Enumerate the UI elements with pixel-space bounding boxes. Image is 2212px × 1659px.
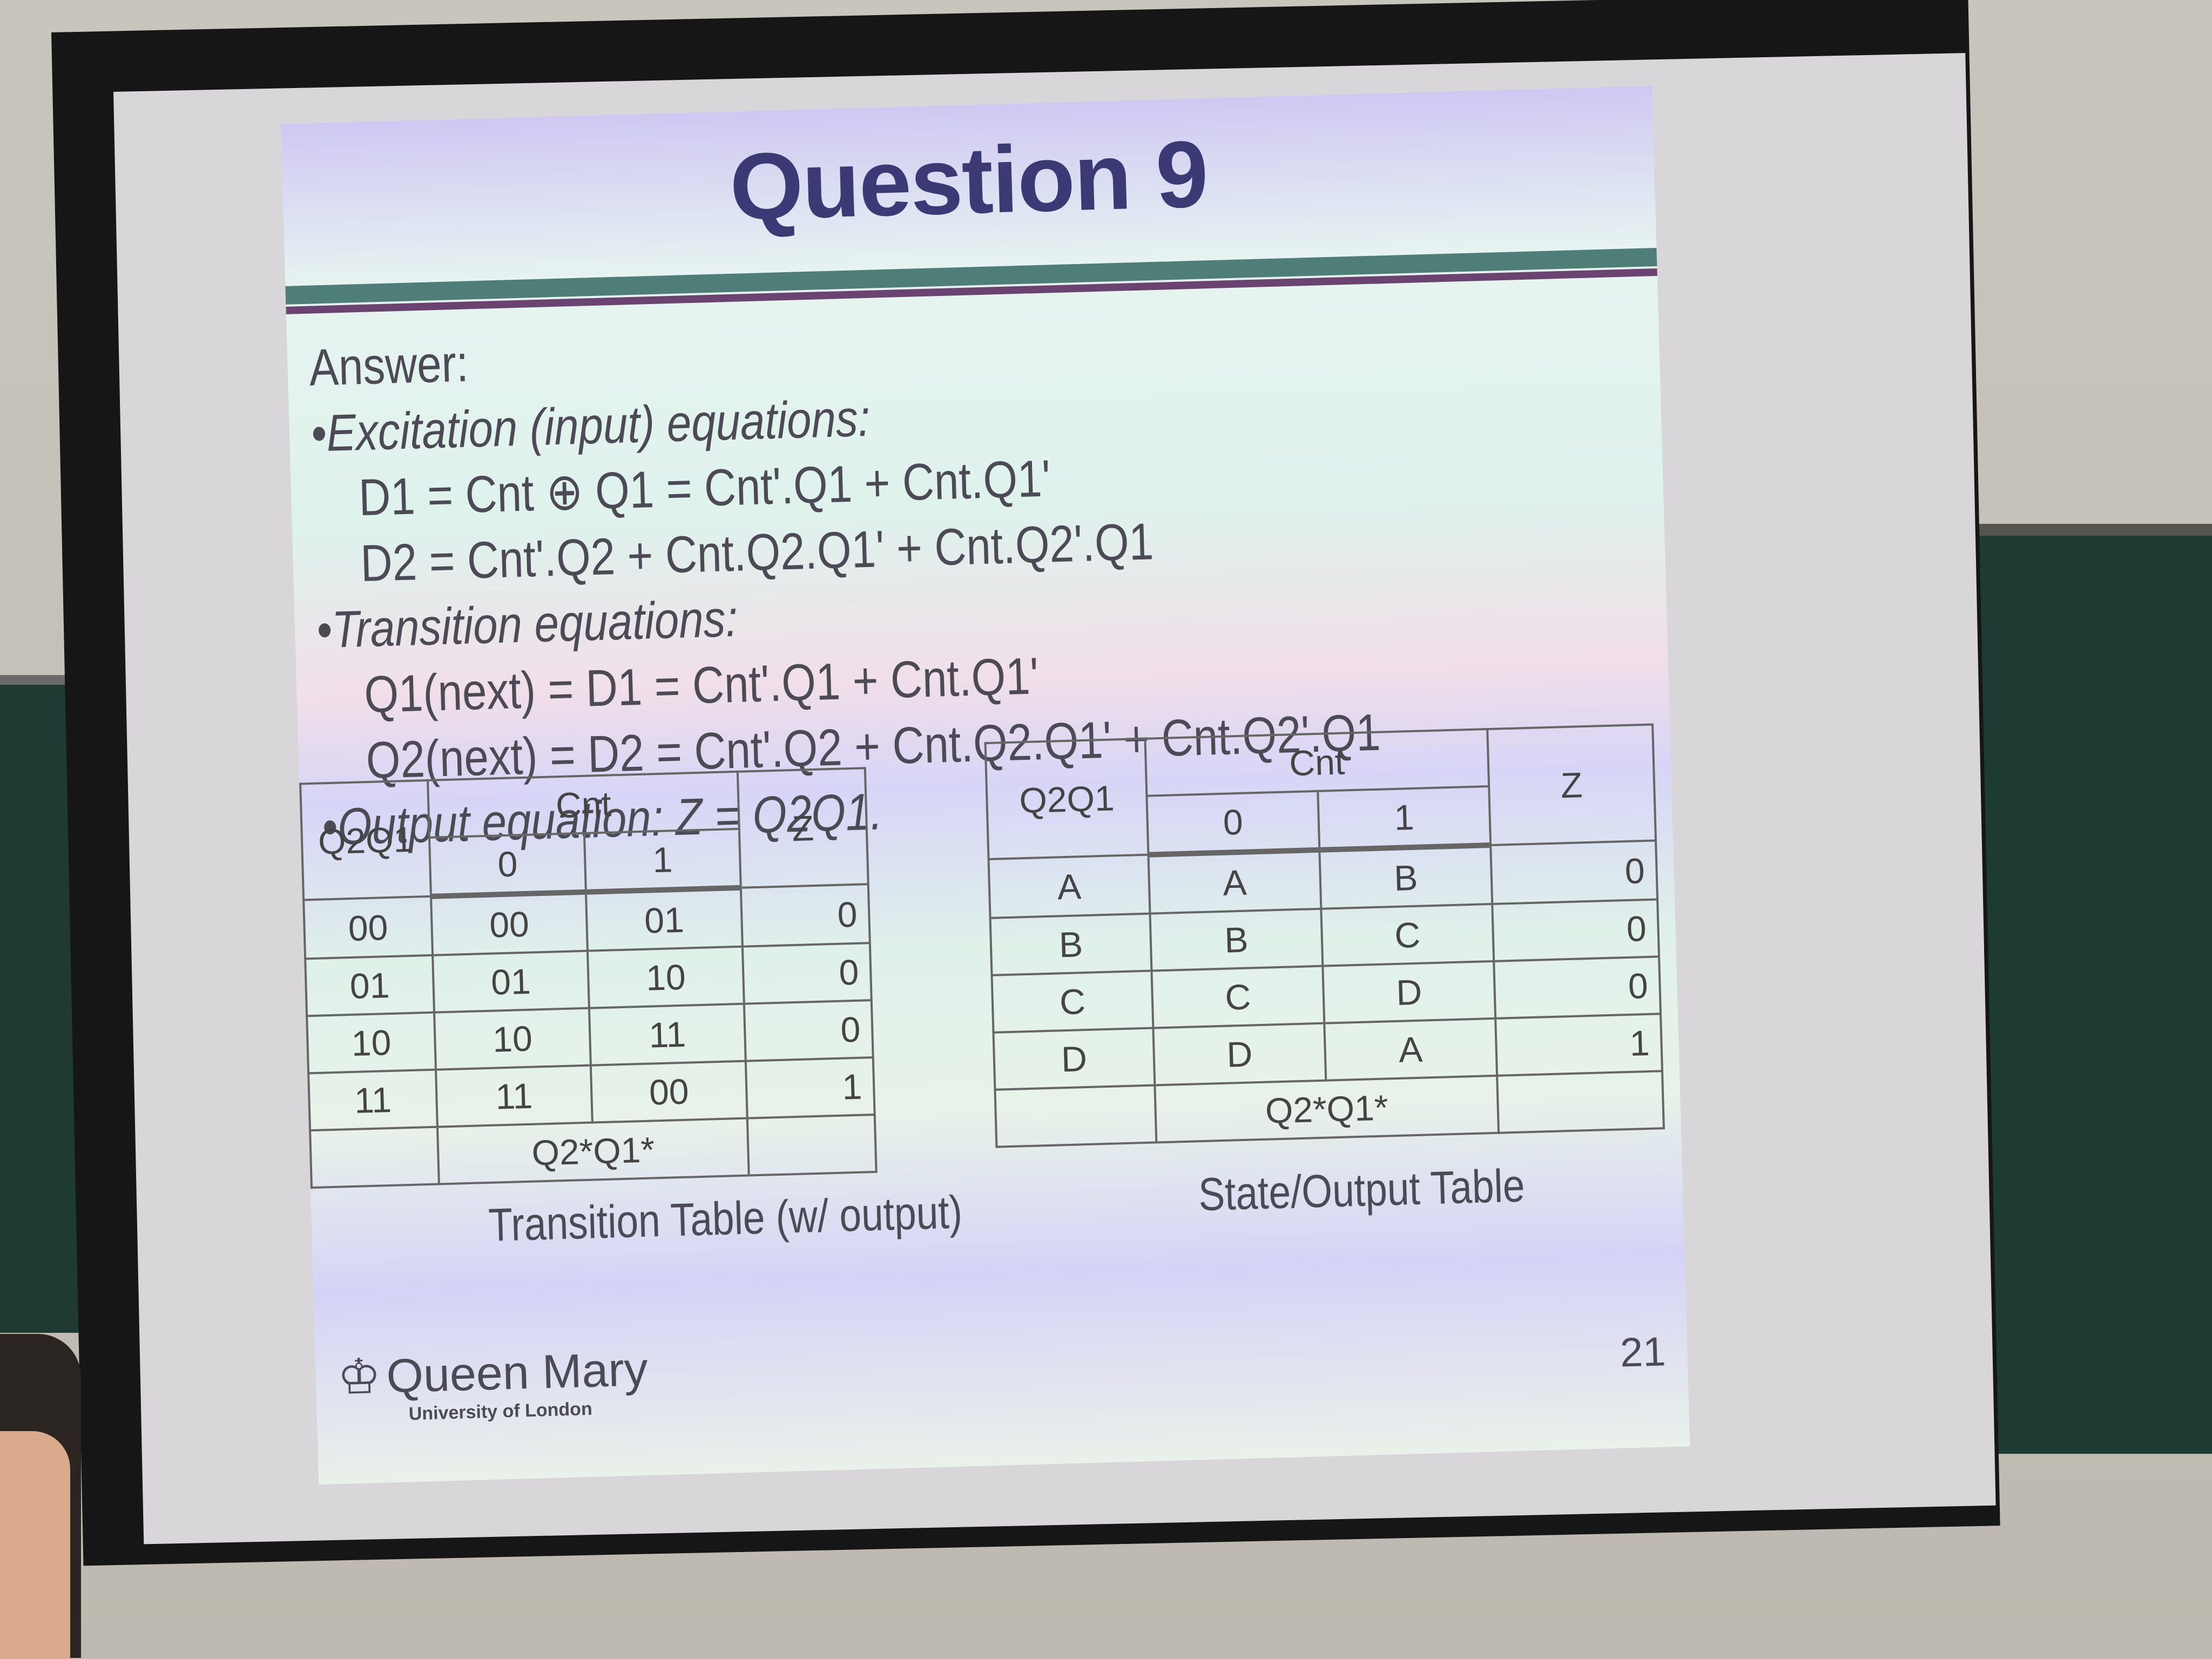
next-state-cell: A bbox=[1148, 849, 1321, 914]
transition-footer: Q2*Q1* bbox=[437, 1118, 749, 1184]
next-state-cell: 01 bbox=[433, 950, 589, 1013]
state-table-footer-blank-2 bbox=[1497, 1071, 1664, 1133]
output-cell: 1 bbox=[745, 1057, 875, 1118]
transition-input-header: Cnt bbox=[428, 771, 739, 838]
next-state-cell: B bbox=[1150, 908, 1323, 971]
state-table-caption: State/Output Table bbox=[1197, 1159, 1526, 1221]
slide: Question 9 Answer: •Excitation (input) e… bbox=[281, 86, 1690, 1485]
state-cell: 00 bbox=[304, 896, 433, 959]
next-state-cell: 10 bbox=[434, 1008, 591, 1070]
next-state-cell: 00 bbox=[431, 892, 588, 955]
crown-icon: ♔ bbox=[336, 1349, 382, 1405]
output-cell: 0 bbox=[1491, 840, 1658, 904]
state-cell: D bbox=[993, 1028, 1155, 1090]
output-cell: 0 bbox=[742, 943, 872, 1004]
next-state-cell: C bbox=[1151, 966, 1325, 1028]
state-table-input-0: 0 bbox=[1147, 791, 1320, 855]
transition-input-0: 0 bbox=[429, 833, 586, 896]
state-table-input-1: 1 bbox=[1318, 786, 1491, 850]
output-cell: 1 bbox=[1495, 1014, 1662, 1076]
transition-input-1: 1 bbox=[584, 828, 741, 892]
next-state-cell: 01 bbox=[585, 887, 743, 951]
transition-table: Q2Q1 Cnt Z 0 1 00 00 01 0 01 01 10 0 10 bbox=[299, 767, 878, 1189]
state-cell: B bbox=[990, 913, 1152, 975]
logo-subtext: University of London bbox=[408, 1398, 593, 1425]
output-cell: 0 bbox=[1492, 899, 1660, 961]
transition-footer-blank bbox=[310, 1127, 439, 1188]
next-state-cell: 11 bbox=[435, 1065, 592, 1127]
state-table-footer: Q2*Q1* bbox=[1155, 1075, 1499, 1143]
page-number: 21 bbox=[1619, 1328, 1667, 1376]
person-face-left bbox=[0, 1431, 70, 1659]
next-state-cell: 11 bbox=[589, 1003, 746, 1065]
next-state-cell: D bbox=[1153, 1023, 1326, 1085]
state-table-input-header: Cnt bbox=[1145, 729, 1489, 796]
output-cell: 0 bbox=[744, 1000, 873, 1061]
logo-text: Queen Mary bbox=[386, 1341, 649, 1403]
state-cell: 10 bbox=[307, 1012, 436, 1074]
state-cell: A bbox=[988, 854, 1150, 918]
next-state-cell: D bbox=[1323, 961, 1496, 1023]
state-table-footer-blank bbox=[995, 1085, 1157, 1147]
state-cell: 01 bbox=[305, 955, 435, 1016]
next-state-cell: 10 bbox=[587, 946, 744, 1008]
next-state-cell: A bbox=[1324, 1018, 1498, 1081]
slide-title: Question 9 bbox=[728, 122, 1209, 240]
output-cell: 0 bbox=[740, 884, 870, 947]
transition-state-header: Q2Q1 bbox=[300, 780, 431, 900]
next-state-cell: 00 bbox=[590, 1061, 747, 1123]
output-cell: 0 bbox=[1494, 956, 1661, 1019]
state-table-output-header: Z bbox=[1487, 724, 1656, 845]
university-logo: ♔Queen Mary University of London bbox=[336, 1340, 649, 1427]
next-state-cell: C bbox=[1321, 903, 1494, 966]
state-cell: 11 bbox=[308, 1069, 437, 1131]
state-output-table: Q2Q1 Cnt Z 0 1 A A B 0 B B C 0 C bbox=[984, 723, 1665, 1148]
transition-output-header: Z bbox=[737, 768, 868, 888]
right-chalkboard bbox=[1966, 524, 2212, 1454]
transition-footer-blank-2 bbox=[747, 1115, 876, 1176]
next-state-cell: B bbox=[1319, 845, 1493, 909]
state-table-state-header: Q2Q1 bbox=[985, 738, 1149, 859]
state-cell: C bbox=[992, 970, 1154, 1033]
transition-table-caption: Transition Table (w/ output) bbox=[488, 1186, 963, 1252]
